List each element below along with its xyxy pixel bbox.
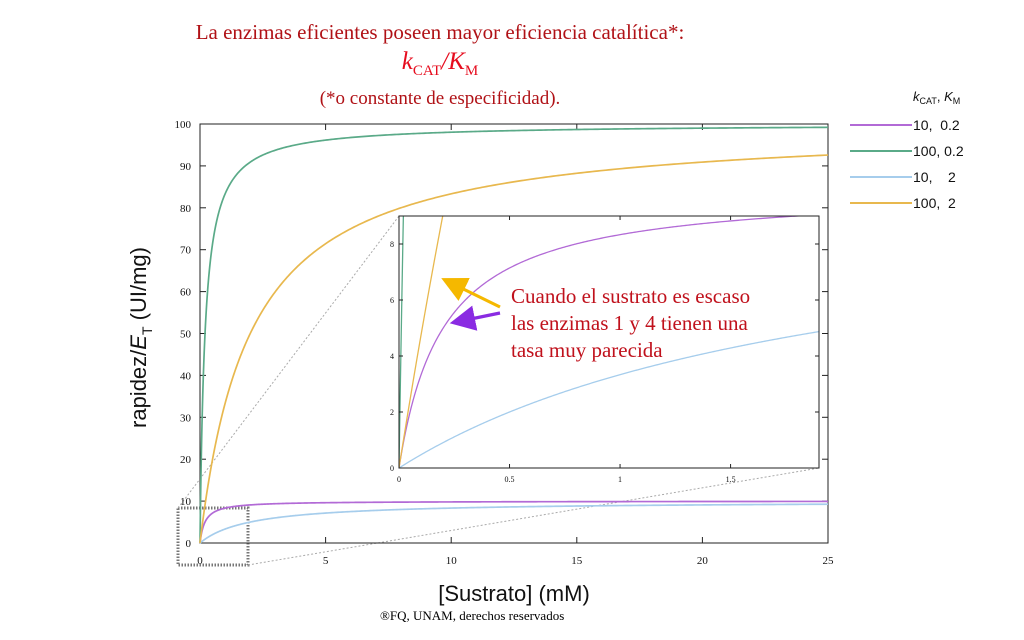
legend-header-k: k xyxy=(913,89,921,104)
inset-y-tick-label: 4 xyxy=(390,352,394,361)
arrow-yellow xyxy=(441,277,501,309)
formula-slash: / xyxy=(441,48,449,75)
legend-label-4: 100, 2 xyxy=(913,195,956,211)
legend: kCAT, KM 10, 0.2 100, 0.2 10, 2 100, 2 xyxy=(850,89,964,211)
y-tick-label: 40 xyxy=(180,370,192,382)
y-tick-label: 50 xyxy=(180,329,192,341)
legend-header-sep: , xyxy=(937,89,944,104)
inset-y-tick-label: 6 xyxy=(390,296,394,305)
inset-x-tick-label: 1 xyxy=(618,475,622,484)
annotation-line: Cuando el sustrato es escaso xyxy=(511,284,750,308)
formula-km-k: K xyxy=(448,48,465,75)
y-axis-label-sub: T xyxy=(139,326,155,335)
y-tick-label: 10 xyxy=(180,496,192,508)
y-axis-label-italic: E xyxy=(126,335,151,350)
legend-header-K: K xyxy=(944,89,954,104)
series-line-3 xyxy=(199,503,829,544)
y-tick-label: 80 xyxy=(180,203,192,215)
inset-background xyxy=(399,216,819,468)
x-tick-label: 20 xyxy=(697,555,709,567)
y-tick-label: 30 xyxy=(180,412,192,424)
inset-series-line-3 xyxy=(399,330,819,468)
y-axis-label-suffix: (UI/mg) xyxy=(126,247,151,326)
annotation-line: tasa muy parecida xyxy=(511,338,663,362)
legend-header-K-sub: M xyxy=(953,96,961,106)
zoom-guides xyxy=(176,215,820,567)
x-tick-label: 0 xyxy=(197,555,203,567)
zoom-guide-line xyxy=(177,215,400,509)
y-tick-label: 90 xyxy=(180,161,192,173)
inset-y-tick-label: 0 xyxy=(390,464,394,473)
inset-series xyxy=(399,216,819,468)
legend-label-1: 10, 0.2 xyxy=(913,117,960,133)
inset-y-tick-label: 2 xyxy=(390,408,394,417)
efficiency-formula: kCAT/KM xyxy=(0,48,880,80)
legend-label-2: 100, 0.2 xyxy=(913,143,964,159)
chart-subtitle: (*o constante de especificidad). xyxy=(319,88,561,109)
y-axis-label: rapidez/ET (UI/mg) xyxy=(126,247,155,428)
y-tick-label: 0 xyxy=(186,538,192,550)
inset-y-tick-label: 8 xyxy=(390,240,394,249)
x-tick-label: 10 xyxy=(446,555,458,567)
y-axis-label-prefix: rapidez/ xyxy=(126,349,151,428)
annotation-line: las enzimas 1 y 4 tienen una xyxy=(511,311,748,335)
legend-label-3: 10, 2 xyxy=(913,169,956,185)
series-line-2 xyxy=(199,126,829,543)
inset-x-tick-label: 0.5 xyxy=(505,475,515,484)
copyright-footer: ®FQ, UNAM, derechos reservados xyxy=(380,608,565,623)
zoom-guide-line xyxy=(247,467,820,566)
x-axis-label: [Sustrato] (mM) xyxy=(438,581,590,606)
inset-series-line-1 xyxy=(399,216,808,468)
chart-title: La enzimas eficientes poseen mayor efici… xyxy=(195,20,685,44)
inset-x-tick-label: 0 xyxy=(397,475,401,484)
series-line-4 xyxy=(199,154,829,544)
y-tick-label: 60 xyxy=(180,287,192,299)
formula-cat: CAT xyxy=(412,63,442,79)
x-tick-label: 5 xyxy=(323,555,329,567)
y-tick-label: 20 xyxy=(180,454,192,466)
arrow-purple xyxy=(449,305,501,331)
inset-chart: 0 2 4 6 8 0 0.5 1 1.5 xyxy=(390,215,820,484)
y-tick-label: 70 xyxy=(180,245,192,257)
x-tick-label: 15 xyxy=(571,555,583,567)
formula-k: k xyxy=(401,48,413,75)
main-series xyxy=(199,126,829,544)
inset-series-line-4 xyxy=(399,216,444,468)
series-line-1 xyxy=(199,500,828,544)
inset-x-tick-label: 1.5 xyxy=(726,475,736,484)
zoom-region-box xyxy=(176,506,250,567)
legend-header: kCAT, KM xyxy=(913,89,960,106)
legend-header-k-sub: CAT xyxy=(920,96,938,106)
formula-m: M xyxy=(464,63,479,79)
y-tick-label: 100 xyxy=(175,119,192,131)
inset-frame xyxy=(398,215,820,469)
annotation: Cuando el sustrato es escaso las enzimas … xyxy=(441,277,750,362)
x-tick-label: 25 xyxy=(823,555,835,567)
